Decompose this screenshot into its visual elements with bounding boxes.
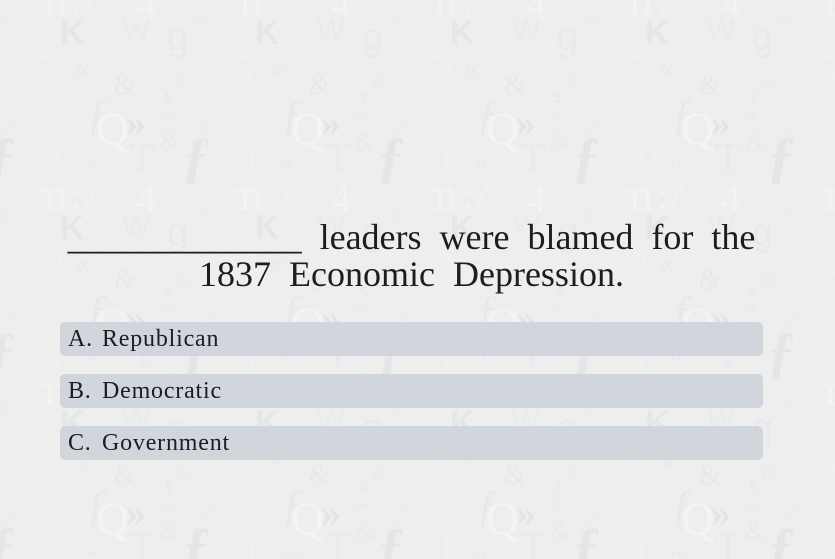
option-c-letter: C. [68,429,92,456]
option-b-letter: B. [68,377,92,404]
option-a-label: Republican [102,325,220,352]
option-b-label: Democratic [102,377,222,404]
answer-option-b[interactable]: B. Democratic [60,374,763,408]
answer-options: A. Republican B. Democratic C. Governmen… [60,322,763,478]
question-line-1: _____________ leaders were blamed for th… [67,217,756,257]
option-c-label: Government [102,429,230,456]
answer-option-c[interactable]: C. Government [60,426,763,460]
answer-option-a[interactable]: A. Republican [60,322,763,356]
question-line-2: 1837 Economic Depression. [199,254,624,294]
option-a-letter: A. [68,325,93,352]
question-text: _____________ leaders were blamed for th… [60,219,763,293]
